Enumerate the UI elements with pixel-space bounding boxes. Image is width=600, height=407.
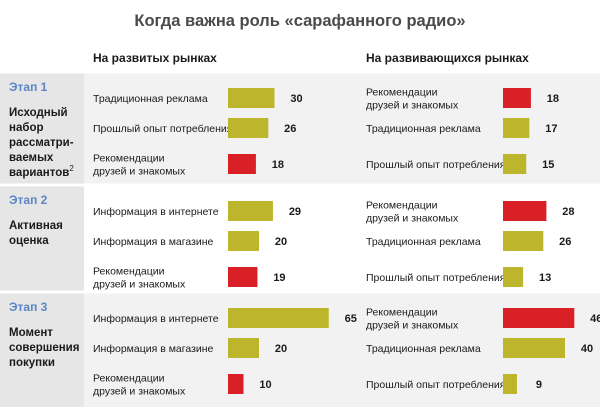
stage-label-3: Этап 3 <box>9 300 48 314</box>
stage-column-2 <box>0 185 84 292</box>
value-label-s3-p1-r2: 20 <box>275 343 287 355</box>
category-label-s2-p2-r2: Традиционная реклама <box>366 236 481 248</box>
stage-band-2 <box>0 185 600 292</box>
value-label-s1-p2-r2: 17 <box>545 123 557 135</box>
stage-band-1 <box>0 72 600 185</box>
category-label-s2-p2-r3: Прошлый опыт потребления <box>366 272 505 284</box>
value-label-s2-p1-r3: 19 <box>273 272 285 284</box>
category-label-s3-p1-r2: Информация в магазине <box>93 343 214 355</box>
category-label-s1-p1-r1: Традиционная реклама <box>93 93 208 105</box>
value-label-s1-p1-r1: 30 <box>290 93 302 105</box>
category-label-s2-p1-r3: Рекомендации друзей и знакомых <box>93 266 186 291</box>
category-label-s3-p1-r3: Рекомендации друзей и знакомых <box>93 373 186 398</box>
bar-s2-p1-r1 <box>228 201 273 221</box>
value-label-s2-p2-r3: 13 <box>539 272 551 284</box>
value-label-s1-p2-r3: 15 <box>542 159 554 171</box>
stage-label-2: Этап 2 <box>9 193 48 207</box>
stage-column-1 <box>0 72 84 185</box>
category-label-s1-p2-r1: Рекомендации друзей и знакомых <box>366 87 459 112</box>
value-label-s3-p2-r3: 9 <box>536 379 542 391</box>
category-label-s3-p2-r2: Традиционная реклама <box>366 343 481 355</box>
value-label-s2-p2-r1: 28 <box>562 206 574 218</box>
value-label-s3-p1-r1: 65 <box>345 313 357 325</box>
bar-s2-p2-r1 <box>503 201 547 221</box>
bar-s2-p2-r2 <box>503 231 544 251</box>
panel-title-emerging: На развивающихся рынках <box>366 51 529 65</box>
stage-column-3 <box>0 292 84 407</box>
stage-description-3: Момент совершения покупки <box>9 327 79 369</box>
marks-layer: Этап 1 Исходный набор рассматри-ваемых вариа… <box>9 80 600 398</box>
bar-s2-p2-r3 <box>503 267 524 287</box>
bar-s3-p2-r1 <box>503 308 575 328</box>
value-label-s3-p2-r1: 46 <box>590 313 600 325</box>
value-label-s2-p2-r2: 26 <box>559 236 571 248</box>
bar-s1-p2-r2 <box>503 118 530 138</box>
bar-s1-p1-r1 <box>228 88 275 108</box>
value-label-s2-p1-r1: 29 <box>289 206 301 218</box>
bar-s1-p1-r3 <box>228 154 256 174</box>
bar-s3-p1-r3 <box>228 374 244 394</box>
value-label-s3-p2-r2: 40 <box>581 343 593 355</box>
bar-s3-p1-r2 <box>228 338 259 358</box>
category-label-s1-p1-r2: Прошлый опыт потребления <box>93 123 232 135</box>
category-label-s3-p2-r3: Прошлый опыт потребления <box>366 379 505 391</box>
chart-title: Когда важна роль «сарафанного радио» <box>134 12 465 30</box>
background-layer <box>0 70 600 407</box>
category-label-s2-p1-r1: Информация в интернете <box>93 206 219 218</box>
panel-title-developed: На развитых рынках <box>93 51 217 65</box>
value-label-s2-p1-r2: 20 <box>275 236 287 248</box>
stage-description-1: Исходный набор рассматри-ваемых вариантов2 <box>9 107 74 179</box>
bar-s1-p1-r2 <box>228 118 269 138</box>
category-label-s1-p1-r3: Рекомендации друзей и знакомых <box>93 153 186 178</box>
bar-s3-p2-r2 <box>503 338 565 358</box>
category-label-s2-p2-r1: Рекомендации друзей и знакомых <box>366 200 459 225</box>
stage-description-2: Активная оценка <box>9 220 63 247</box>
stage-label-1: Этап 1 <box>9 80 48 94</box>
category-label-s3-p1-r1: Информация в интернете <box>93 313 219 325</box>
category-label-s1-p2-r2: Традиционная реклама <box>366 123 481 135</box>
bar-s1-p2-r1 <box>503 88 531 108</box>
value-label-s3-p1-r3: 10 <box>259 379 271 391</box>
value-label-s1-p2-r1: 18 <box>547 93 559 105</box>
bar-s1-p2-r3 <box>503 154 527 174</box>
bar-s2-p1-r2 <box>228 231 259 251</box>
category-label-s1-p2-r3: Прошлый опыт потребления <box>366 159 505 171</box>
category-label-s2-p1-r2: Информация в магазине <box>93 236 214 248</box>
bar-s3-p2-r3 <box>503 374 517 394</box>
bar-s2-p1-r3 <box>228 267 258 287</box>
value-label-s1-p1-r3: 18 <box>272 159 284 171</box>
value-label-s1-p1-r2: 26 <box>284 123 296 135</box>
bar-s3-p1-r1 <box>228 308 329 328</box>
category-label-s3-p2-r1: Рекомендации друзей и знакомых <box>366 307 459 332</box>
